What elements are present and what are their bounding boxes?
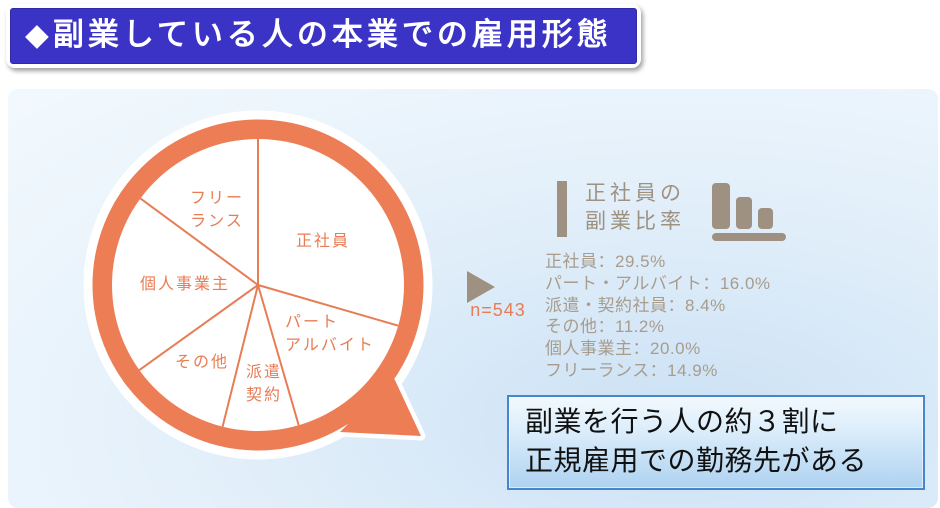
callout-box: 副業を行う人の約３割に 正規雇用での勤務先がある — [507, 395, 925, 490]
pie-segment-label: 契約 — [246, 386, 282, 404]
pie-divider-lines — [138, 139, 399, 427]
pie-segment-label: 個人事業主 — [140, 275, 230, 293]
pie-segment-label: 正社員 — [296, 232, 350, 250]
stats-list-item: 派遣・契約社員：8.4% — [545, 295, 726, 315]
stats-list-item: 正社員：29.5% — [545, 252, 666, 271]
pie-segment-label: 派遣 — [246, 363, 282, 381]
bar-chart-icon — [712, 177, 792, 241]
pie-segment-label: パート — [285, 314, 339, 331]
stats-heading-accent-bar — [557, 181, 567, 237]
stats-list: 正社員：29.5% パート・アルバイト：16.0% 派遣・契約社員：8.4% その他：… — [545, 251, 771, 382]
play-triangle-icon — [467, 271, 495, 303]
stats-heading-line1: 正社員の — [585, 182, 685, 205]
stats-list-item: その他：11.2% — [545, 317, 665, 337]
stats-list-item: 個人事業主：20.0% — [545, 339, 701, 359]
page-title-frame: ◆副業している人の本業での雇用形態 — [6, 4, 641, 68]
pie-segment-label: その他 — [175, 353, 229, 371]
stats-heading-line2: 副業比率 — [585, 210, 685, 233]
stats-heading: 正社員の 副業比率 — [585, 180, 685, 236]
callout-text: 副業を行う人の約３割に 正規雇用での勤務先がある — [525, 402, 923, 480]
callout-line2: 正規雇用での勤務先がある — [525, 445, 868, 476]
speech-bubble-tail-merge — [340, 378, 421, 436]
pie-segment-label: アルバイト — [285, 337, 375, 354]
sample-size-label: n=543 — [470, 300, 526, 320]
stats-list-item: フリーランス：14.9% — [545, 360, 718, 380]
callout-line1: 副業を行う人の約３割に — [525, 406, 839, 437]
main-panel: 正社員パートアルバイト 派遣契約 その他 個人事業主 フリーランス n=543 正社員の… — [8, 89, 938, 508]
stats-list-item: パート・アルバイト：16.0% — [545, 273, 771, 293]
pie-segment-label: ランス — [190, 213, 244, 230]
pie-segment-label: フリー — [190, 190, 244, 207]
page-title: ◆副業している人の本業での雇用形態 — [10, 8, 637, 64]
